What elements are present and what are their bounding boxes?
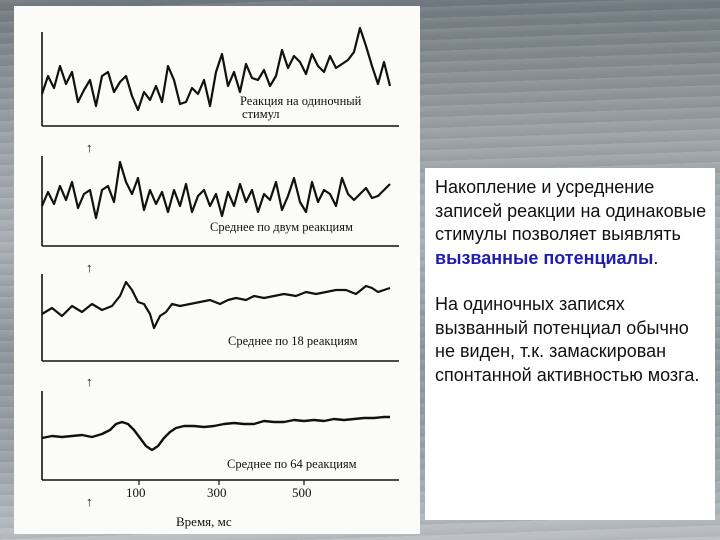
traces-svg: Реакция на одиночный стимул ↑ Среднее по… xyxy=(40,26,399,529)
paragraph-1-text: Накопление и усреднение записей реакции … xyxy=(435,177,707,244)
trace-1-label-line2: стимул xyxy=(242,107,280,121)
explanation-text-box: Накопление и усреднение записей реакции … xyxy=(425,168,715,520)
stimulus-arrow-2: ↑ xyxy=(86,260,93,275)
trace-2-label: Среднее по двум реакциям xyxy=(210,220,353,234)
paragraph-1-end: . xyxy=(653,247,659,268)
stimulus-arrow-3: ↑ xyxy=(86,374,93,389)
trace-average-18 xyxy=(41,280,391,330)
stimulus-arrow-1: ↑ xyxy=(86,140,93,155)
trace-4-label: Среднее по 64 реакциям xyxy=(227,457,357,471)
trace-single-response xyxy=(40,26,392,112)
x-tick-label-500: 500 xyxy=(292,485,312,500)
trace-1-label-line1: Реакция на одиночный xyxy=(240,94,362,108)
evoked-potentials-term: вызванные потенциалы xyxy=(435,247,654,268)
paragraph-accumulation: Накопление и усреднение записей реакции … xyxy=(435,176,707,270)
x-tick-label-300: 300 xyxy=(207,485,227,500)
x-axis-label: Время, мс xyxy=(176,514,232,529)
paragraph-masking: На одиночных записях вызванный потенциал… xyxy=(435,294,700,385)
x-tick-label-100: 100 xyxy=(126,485,146,500)
evoked-potential-figure: Реакция на одиночный стимул ↑ Среднее по… xyxy=(14,6,420,534)
trace-3-label: Среднее по 18 реакциям xyxy=(228,334,358,348)
trace-average-64 xyxy=(41,415,390,452)
trace-average-2 xyxy=(40,160,391,220)
stimulus-arrow-4: ↑ xyxy=(86,494,93,509)
